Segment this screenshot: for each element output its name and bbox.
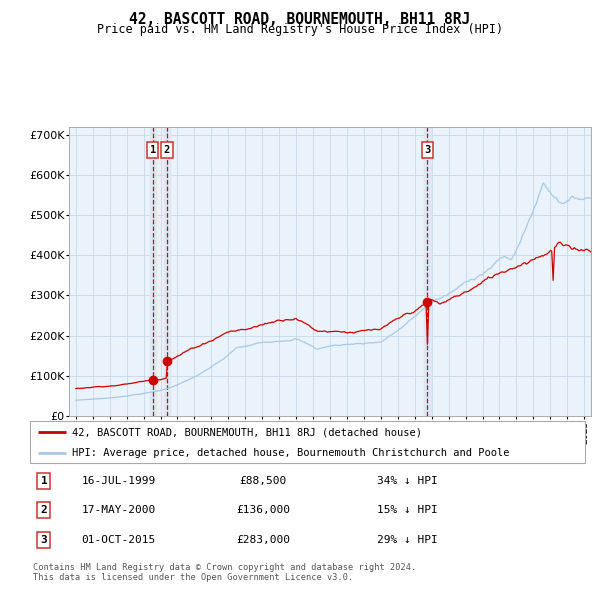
Text: 42, BASCOTT ROAD, BOURNEMOUTH, BH11 8RJ (detached house): 42, BASCOTT ROAD, BOURNEMOUTH, BH11 8RJ … [71,427,422,437]
Text: This data is licensed under the Open Government Licence v3.0.: This data is licensed under the Open Gov… [33,572,353,582]
Text: £88,500: £88,500 [239,476,287,486]
Text: HPI: Average price, detached house, Bournemouth Christchurch and Poole: HPI: Average price, detached house, Bour… [71,448,509,457]
Text: 17-MAY-2000: 17-MAY-2000 [82,506,156,515]
Text: Price paid vs. HM Land Registry's House Price Index (HPI): Price paid vs. HM Land Registry's House … [97,23,503,36]
Text: 01-OCT-2015: 01-OCT-2015 [82,535,156,545]
Text: £136,000: £136,000 [236,506,290,515]
Text: 15% ↓ HPI: 15% ↓ HPI [377,506,438,515]
Text: 3: 3 [41,535,47,545]
FancyBboxPatch shape [30,421,585,463]
Bar [424,127,431,416]
Text: 42, BASCOTT ROAD, BOURNEMOUTH, BH11 8RJ: 42, BASCOTT ROAD, BOURNEMOUTH, BH11 8RJ [130,12,470,27]
Text: 3: 3 [424,145,431,155]
Text: Contains HM Land Registry data © Crown copyright and database right 2024.: Contains HM Land Registry data © Crown c… [33,563,416,572]
Text: 16-JUL-1999: 16-JUL-1999 [82,476,156,486]
Text: 1: 1 [149,145,156,155]
Text: 29% ↓ HPI: 29% ↓ HPI [377,535,438,545]
Text: £283,000: £283,000 [236,535,290,545]
Text: 2: 2 [41,506,47,515]
Text: 1: 1 [41,476,47,486]
Text: 2: 2 [164,145,170,155]
Bar [149,127,156,416]
Text: 34% ↓ HPI: 34% ↓ HPI [377,476,438,486]
Bar [164,127,170,416]
